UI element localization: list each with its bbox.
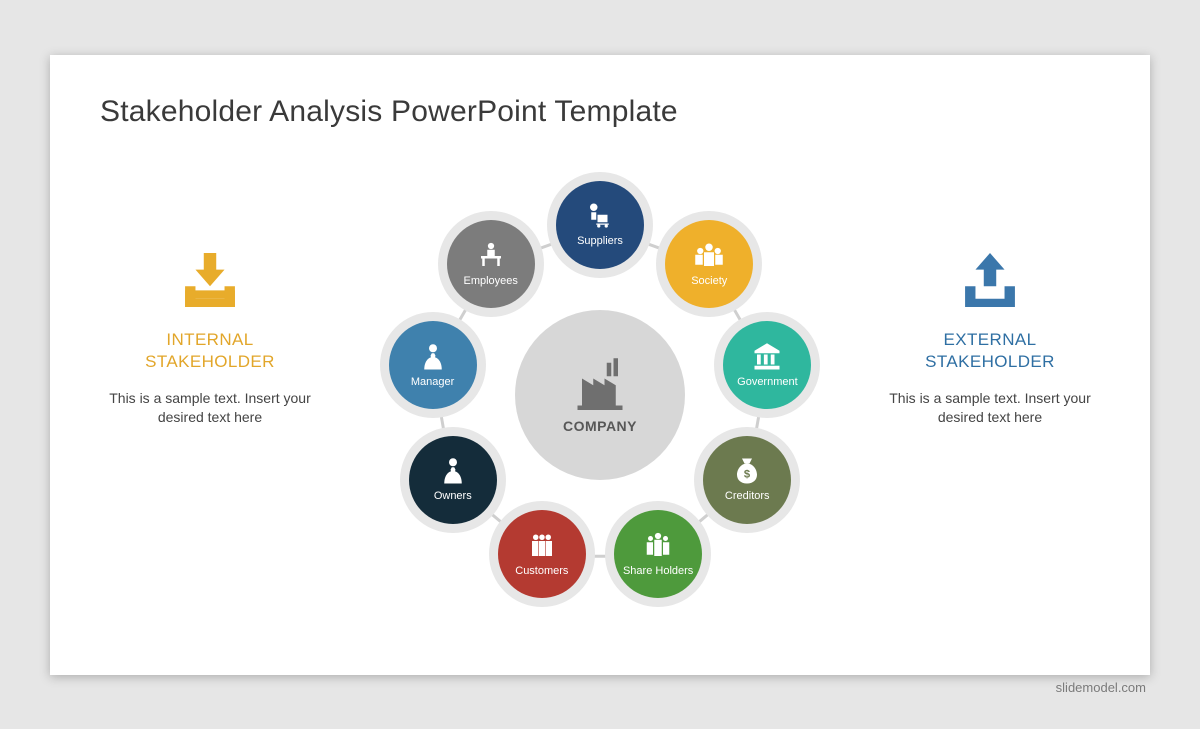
stakeholder-node: Employees <box>438 211 544 317</box>
stakeholder-node-label: Employees <box>460 275 522 287</box>
diagram-stage: INTERNAL STAKEHOLDER This is a sample te… <box>50 155 1150 655</box>
slide-title: Stakeholder Analysis PowerPoint Template <box>100 95 1100 129</box>
stakeholder-node-label: Government <box>733 376 802 388</box>
external-body: This is a sample text. Insert your desir… <box>880 389 1100 428</box>
stakeholder-node: Creditors <box>694 427 800 533</box>
stakeholder-node: Owners <box>400 427 506 533</box>
stakeholder-node: Suppliers <box>547 172 653 278</box>
stakeholder-node-label: Owners <box>430 490 476 502</box>
download-icon <box>100 245 320 315</box>
stakeholder-node-inner: Suppliers <box>556 181 644 269</box>
stakeholder-node: Customers <box>489 501 595 607</box>
trolley-icon <box>585 201 615 231</box>
internal-body: This is a sample text. Insert your desir… <box>100 389 320 428</box>
upload-icon <box>880 245 1100 315</box>
stakeholder-node-inner: Owners <box>409 436 497 524</box>
moneybag-icon <box>732 456 762 486</box>
attribution-text: slidemodel.com <box>1056 680 1146 695</box>
stakeholder-node: Government <box>714 312 820 418</box>
stakeholder-ring: COMPANY Suppliers Society Government Credit… <box>380 175 820 615</box>
person-tie-icon <box>438 456 468 486</box>
stakeholder-node-inner: Manager <box>389 321 477 409</box>
stakeholder-node: Manager <box>380 312 486 418</box>
stakeholder-node-label: Share Holders <box>619 565 697 577</box>
center-company-disc: COMPANY <box>515 310 685 480</box>
stakeholder-node-inner: Employees <box>447 220 535 308</box>
desk-icon <box>476 241 506 271</box>
stakeholder-node-inner: Society <box>665 220 753 308</box>
factory-icon <box>573 356 627 410</box>
person-tie-icon <box>418 342 448 372</box>
stakeholder-node: Society <box>656 211 762 317</box>
stakeholder-node-inner: Share Holders <box>614 510 702 598</box>
stakeholder-node-label: Manager <box>407 376 458 388</box>
slide: Stakeholder Analysis PowerPoint Template… <box>50 55 1150 675</box>
group-icon <box>694 241 724 271</box>
stakeholder-node-inner: Creditors <box>703 436 791 524</box>
center-label: COMPANY <box>563 418 637 434</box>
stakeholder-node-inner: Government <box>723 321 811 409</box>
stakeholder-node-inner: Customers <box>498 510 586 598</box>
stakeholder-node-label: Creditors <box>721 490 774 502</box>
stakeholder-node-label: Society <box>687 275 731 287</box>
external-heading: EXTERNAL STAKEHOLDER <box>880 329 1100 373</box>
external-stakeholder-panel: EXTERNAL STAKEHOLDER This is a sample te… <box>880 245 1100 428</box>
team-icon <box>643 531 673 561</box>
crowd-icon <box>527 531 557 561</box>
stakeholder-node: Share Holders <box>605 501 711 607</box>
stakeholder-node-label: Customers <box>511 565 572 577</box>
internal-heading: INTERNAL STAKEHOLDER <box>100 329 320 373</box>
stakeholder-node-label: Suppliers <box>573 235 627 247</box>
internal-stakeholder-panel: INTERNAL STAKEHOLDER This is a sample te… <box>100 245 320 428</box>
bank-icon <box>752 342 782 372</box>
